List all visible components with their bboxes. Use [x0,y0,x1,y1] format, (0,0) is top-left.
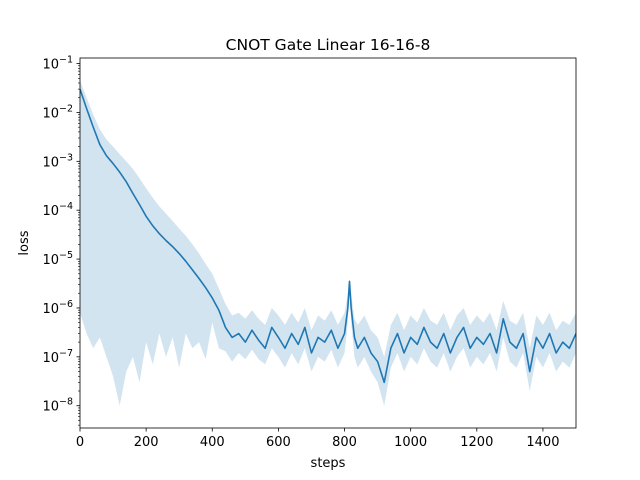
y-tick-label: 10−5 [42,250,73,268]
x-axis: 0 200 400 600 800 1000 1200 1400 [76,428,559,450]
chart-title: CNOT Gate Linear 16-16-8 [226,36,431,54]
y-tick-label: 10−2 [42,103,73,121]
x-tick-label: 200 [134,435,159,450]
x-tick-label: 1200 [460,435,493,450]
y-tick-label: 10−3 [42,152,73,170]
y-tick-label: 10−6 [42,299,73,317]
y-tick-label: 10−1 [42,55,73,73]
x-tick-label: 400 [200,435,225,450]
x-axis-label: steps [311,456,346,471]
axes-border [79,57,577,429]
x-tick-label: 600 [266,435,291,450]
series-line [80,88,576,384]
x-tick-label: 0 [76,435,84,450]
y-axis: 10−8 10−7 10−6 10−5 10−4 10−3 10−2 10−1 [42,55,80,426]
x-tick-label: 1400 [526,435,559,450]
x-tick-label: 800 [332,435,357,450]
y-tick-label: 10−8 [42,397,73,415]
y-axis-label: loss [17,230,32,255]
plot-area [80,80,576,406]
y-tick-label: 10−7 [42,348,73,366]
axes-frame [79,57,577,429]
x-tick-label: 1000 [394,435,427,450]
y-tick-label: 10−4 [42,201,73,219]
series-band [80,80,576,406]
